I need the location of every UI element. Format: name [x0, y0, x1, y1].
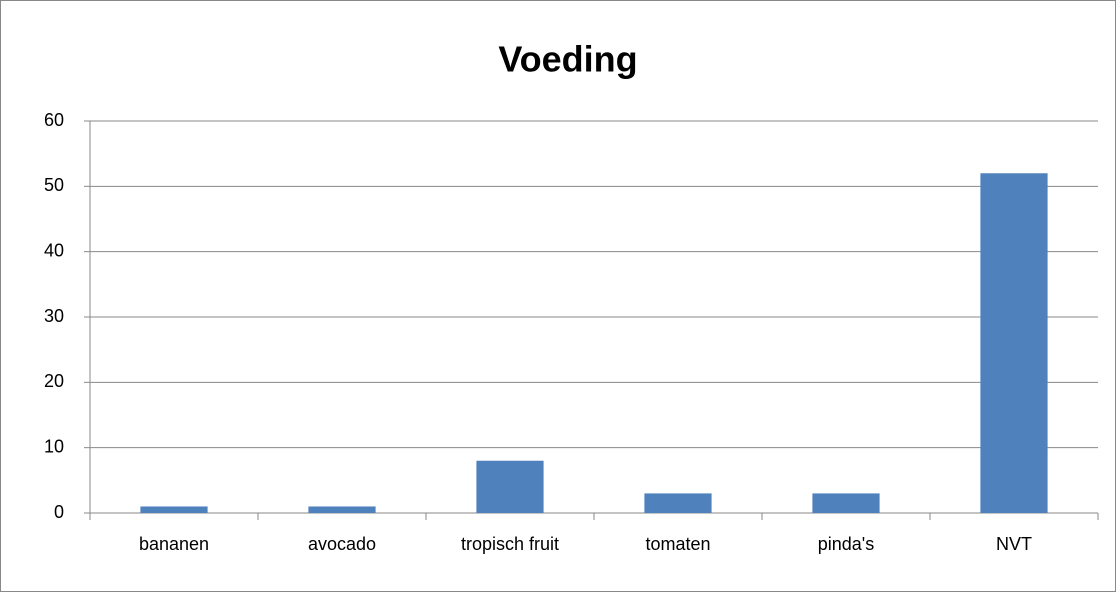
x-tick-label: NVT	[996, 534, 1032, 554]
y-tick-label: 10	[44, 436, 64, 456]
bar	[980, 173, 1048, 513]
y-tick-label: 30	[44, 306, 64, 326]
y-tick-label: 60	[44, 110, 64, 130]
bar	[140, 506, 208, 513]
y-tick-label: 0	[54, 502, 64, 522]
y-tick-label: 40	[44, 240, 64, 260]
bar	[812, 493, 880, 513]
y-tick-label: 20	[44, 371, 64, 391]
chart-title: Voeding	[498, 39, 637, 80]
x-tick-label: tropisch fruit	[461, 534, 559, 554]
y-tick-label: 50	[44, 175, 64, 195]
bar	[644, 493, 712, 513]
x-tick-label: pinda's	[818, 534, 874, 554]
x-tick-label: avocado	[308, 534, 376, 554]
x-tick-label: tomaten	[645, 534, 710, 554]
bar	[308, 506, 376, 513]
x-tick-label: bananen	[139, 534, 209, 554]
bar	[476, 460, 544, 513]
